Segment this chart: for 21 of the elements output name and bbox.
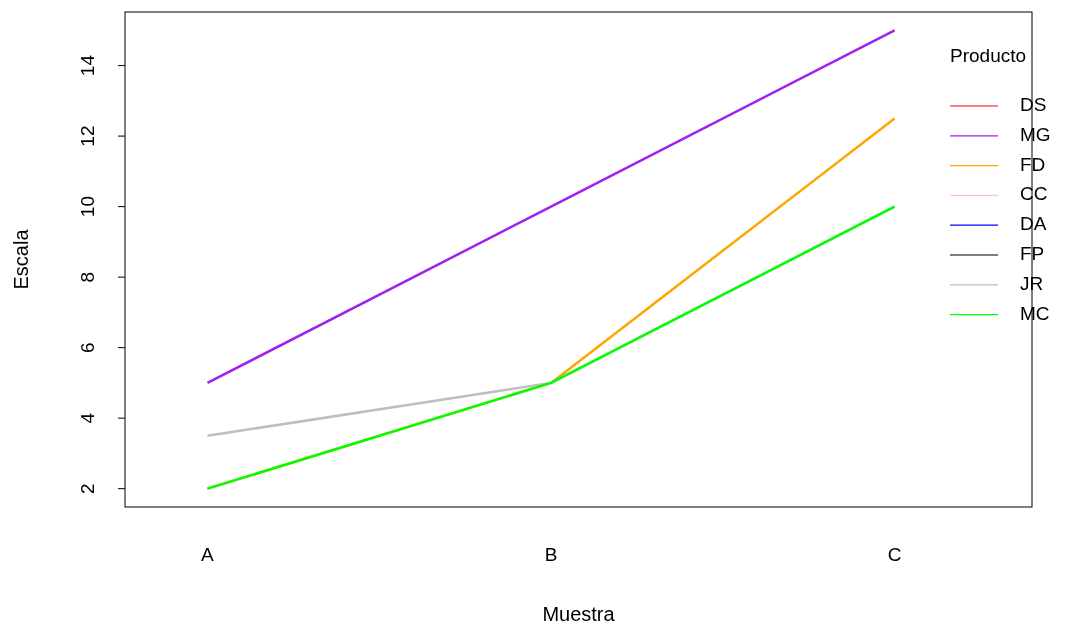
- legend-label: MG: [1020, 123, 1051, 145]
- legend-label: FP: [1020, 243, 1045, 265]
- x-tick-label: B: [544, 544, 558, 565]
- legend-label: DS: [1020, 94, 1047, 116]
- y-axis-title: Escala: [10, 228, 32, 290]
- y-tick-label: 2: [77, 483, 99, 494]
- y-tick-label: 10: [77, 196, 99, 218]
- y-tick-label: 6: [77, 342, 99, 353]
- legend-label: FD: [1020, 153, 1046, 175]
- legend-label: MC: [1020, 302, 1050, 324]
- x-tick-label: C: [887, 544, 902, 565]
- y-tick-label: 12: [77, 125, 99, 147]
- y-tick-label: 14: [77, 54, 99, 77]
- legend-label: JR: [1020, 272, 1044, 294]
- x-tick-label: A: [201, 544, 215, 565]
- y-tick-label: 8: [77, 271, 99, 283]
- legend-label: CC: [1020, 183, 1048, 205]
- legend-label: DA: [1020, 213, 1047, 235]
- x-axis-title: Muestra: [542, 603, 616, 625]
- legend-title: Producto: [950, 45, 1027, 66]
- y-tick-label: 4: [77, 412, 99, 424]
